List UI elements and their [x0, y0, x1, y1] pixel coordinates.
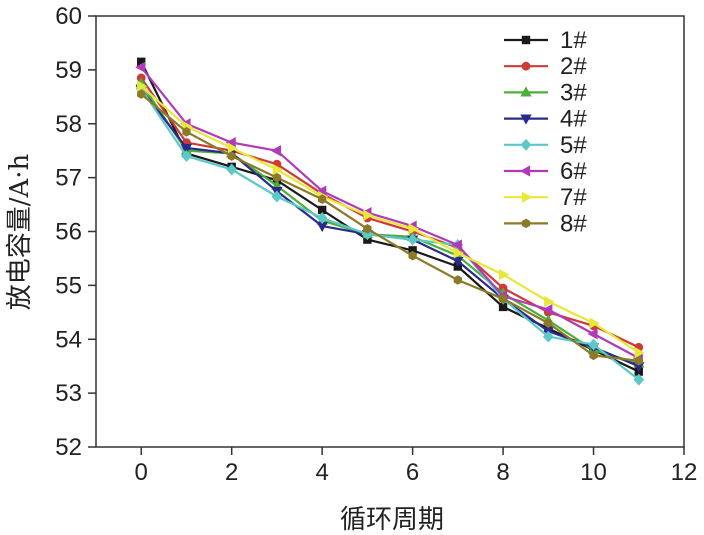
x-tick-label: 4 — [315, 459, 328, 486]
legend-entry: 6# — [504, 158, 587, 185]
y-axis-title: 放电容量/A·h — [5, 153, 35, 310]
series-line — [140, 66, 640, 360]
legend-entry: 5# — [504, 132, 587, 159]
legend-label: 6# — [560, 158, 587, 185]
data-point — [453, 247, 464, 259]
x-tick-label: 8 — [496, 459, 509, 486]
data-point — [182, 127, 191, 137]
data-point — [363, 209, 374, 221]
y-tick-label: 54 — [55, 326, 82, 353]
x-axis-title: 循环周期 — [340, 505, 444, 535]
legend-label: 3# — [560, 79, 587, 106]
data-point — [227, 151, 236, 161]
legend-label: 8# — [560, 210, 587, 237]
x-tick-label: 6 — [406, 459, 419, 486]
legend-swatch-marker — [520, 114, 532, 125]
x-tick-label: 0 — [135, 459, 148, 486]
data-point — [363, 224, 372, 234]
data-point — [407, 233, 418, 246]
legend-swatch-marker — [521, 61, 531, 71]
data-point — [452, 257, 464, 268]
data-point — [272, 163, 283, 176]
series-line — [140, 85, 640, 354]
data-point — [633, 373, 645, 386]
data-point — [408, 223, 419, 235]
legend-swatch-marker — [521, 191, 533, 203]
legend-entry: 8# — [504, 210, 587, 237]
y-tick-label: 56 — [55, 219, 82, 246]
plot-area — [95, 15, 685, 448]
legend-entry: 1# — [504, 27, 587, 54]
data-point — [498, 294, 508, 304]
data-point — [270, 145, 281, 157]
data-point — [544, 295, 555, 308]
data-point — [453, 275, 462, 285]
legend-entry: 4# — [504, 106, 587, 133]
legend-entry: 2# — [504, 53, 587, 80]
x-tick-label: 10 — [580, 459, 607, 486]
data-point — [451, 239, 462, 251]
y-tick-label: 55 — [55, 272, 82, 299]
series-line — [140, 61, 640, 373]
data-point — [135, 61, 146, 73]
data-point — [318, 194, 327, 204]
data-point — [542, 330, 554, 343]
legend-entry: 7# — [504, 184, 587, 211]
legend-label: 2# — [560, 53, 587, 80]
data-point — [316, 212, 328, 224]
data-point — [272, 172, 282, 183]
series-line — [140, 88, 640, 381]
data-point — [137, 80, 148, 92]
legend: 1#2#3#4#5#6#7#8# — [504, 27, 587, 237]
data-point — [180, 143, 193, 155]
legend-label: 7# — [560, 184, 587, 211]
y-tick-label: 59 — [55, 57, 82, 84]
data-point — [544, 318, 553, 328]
data-point — [226, 163, 238, 176]
data-point — [589, 317, 600, 329]
data-point — [587, 328, 598, 340]
legend-entry: 3# — [504, 79, 587, 106]
data-point — [634, 356, 643, 366]
legend-swatch-marker — [520, 86, 532, 97]
data-point — [137, 89, 146, 99]
legend-swatch-marker — [521, 35, 531, 45]
data-point — [271, 190, 283, 203]
y-tick-label: 58 — [55, 111, 82, 138]
legend-swatch-marker — [521, 218, 531, 229]
legend-label: 4# — [560, 106, 587, 133]
series-8 — [137, 89, 643, 366]
legend-label: 1# — [560, 27, 587, 54]
data-point — [181, 150, 192, 163]
data-point — [227, 142, 238, 154]
legend-swatch-marker — [520, 138, 532, 151]
data-point — [588, 338, 599, 351]
plot-frame — [95, 15, 685, 448]
x-tick-label: 2 — [225, 459, 238, 486]
y-tick-label: 53 — [55, 380, 82, 407]
y-tick-label: 60 — [55, 3, 82, 30]
legend-swatch-marker — [519, 165, 531, 177]
series-7 — [137, 80, 645, 359]
series-line — [140, 93, 639, 362]
data-point — [634, 347, 645, 359]
axes: 0 2 4 6 8 10 12 52 53 54 55 56 57 58 59 60 — [55, 3, 697, 486]
series-layer — [135, 57, 645, 386]
data-point — [542, 303, 553, 316]
data-point — [499, 268, 510, 281]
x-tick-label: 12 — [671, 459, 698, 486]
y-tick-label: 57 — [55, 165, 82, 192]
data-point — [589, 350, 598, 361]
data-point — [408, 250, 417, 261]
y-tick-label: 52 — [55, 434, 82, 461]
legend-label: 5# — [560, 132, 587, 159]
